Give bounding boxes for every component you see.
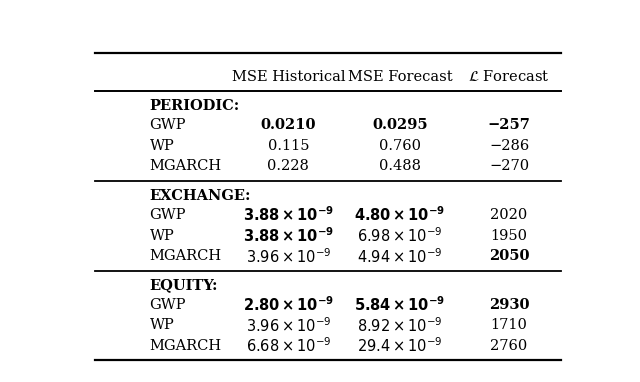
Text: WP: WP [150,139,174,153]
Text: $3.96 \times 10^{-9}$: $3.96 \times 10^{-9}$ [246,247,331,265]
Text: EQUITY:: EQUITY: [150,278,218,293]
Text: 0.760: 0.760 [379,139,421,153]
Text: MGARCH: MGARCH [150,159,221,173]
Text: MSE Historical: MSE Historical [232,70,345,84]
Text: 2930: 2930 [489,298,529,312]
Text: 0.228: 0.228 [268,159,309,173]
Text: 0.488: 0.488 [379,159,421,173]
Text: $6.68 \times 10^{-9}$: $6.68 \times 10^{-9}$ [246,337,331,355]
Text: MGARCH: MGARCH [150,339,221,353]
Text: $\mathbf{5.84 \times 10^{-9}}$: $\mathbf{5.84 \times 10^{-9}}$ [355,295,445,314]
Text: GWP: GWP [150,118,186,132]
Text: −286: −286 [489,139,529,153]
Text: 2020: 2020 [490,208,527,222]
Text: $\mathcal{L}$ Forecast: $\mathcal{L}$ Forecast [468,70,550,84]
Text: WP: WP [150,228,174,243]
Text: MSE Forecast: MSE Forecast [348,70,452,84]
Text: $4.94 \times 10^{-9}$: $4.94 \times 10^{-9}$ [357,247,443,265]
Text: WP: WP [150,318,174,332]
Text: PERIODIC:: PERIODIC: [150,99,240,113]
Text: $29.4 \times 10^{-9}$: $29.4 \times 10^{-9}$ [357,337,443,355]
Text: 1710: 1710 [491,318,527,332]
Text: $8.92 \times 10^{-9}$: $8.92 \times 10^{-9}$ [357,316,443,335]
Text: $\mathbf{4.80 \times 10^{-9}}$: $\mathbf{4.80 \times 10^{-9}}$ [355,206,445,224]
Text: −257: −257 [488,118,531,132]
Text: 2050: 2050 [489,249,529,263]
Text: EXCHANGE:: EXCHANGE: [150,189,251,203]
Text: $\mathbf{3.88 \times 10^{-9}}$: $\mathbf{3.88 \times 10^{-9}}$ [243,226,334,245]
Text: $6.98 \times 10^{-9}$: $6.98 \times 10^{-9}$ [357,226,443,245]
Text: 0.115: 0.115 [268,139,309,153]
Text: 2760: 2760 [490,339,527,353]
Text: $\mathbf{2.80 \times 10^{-9}}$: $\mathbf{2.80 \times 10^{-9}}$ [243,295,334,314]
Text: GWP: GWP [150,298,186,312]
Text: $\mathbf{3.88 \times 10^{-9}}$: $\mathbf{3.88 \times 10^{-9}}$ [243,206,334,224]
Text: 0.0210: 0.0210 [260,118,316,132]
Text: $3.96 \times 10^{-9}$: $3.96 \times 10^{-9}$ [246,316,331,335]
Text: MGARCH: MGARCH [150,249,221,263]
Text: −270: −270 [489,159,529,173]
Text: 1950: 1950 [490,228,527,243]
Text: 0.0295: 0.0295 [372,118,428,132]
Text: GWP: GWP [150,208,186,222]
